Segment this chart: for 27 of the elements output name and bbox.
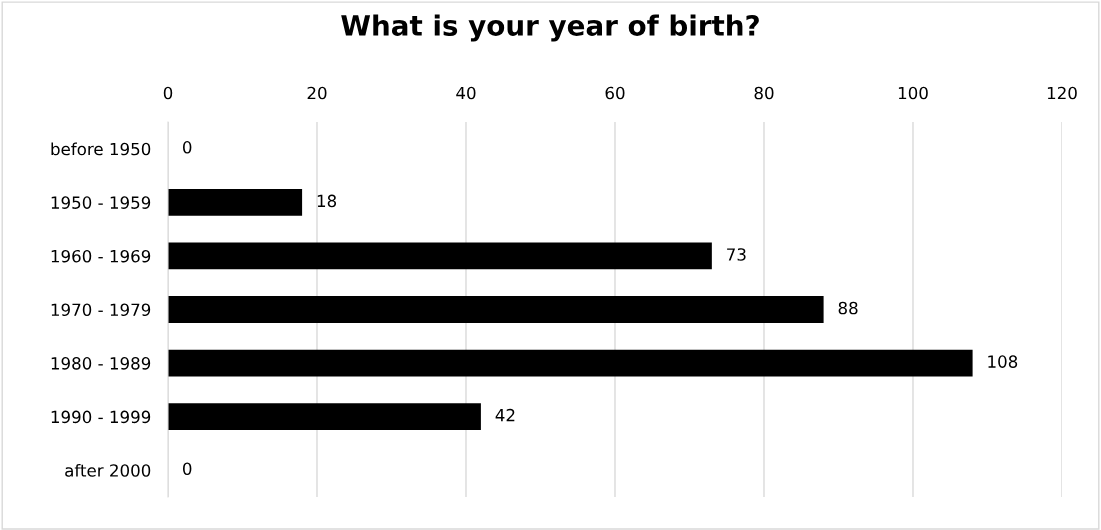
data-label: 88 [838,301,858,315]
chart-title: What is your year of birth? [341,14,759,42]
bar [168,349,973,377]
data-label: 18 [317,194,337,208]
y-tick-label: 1970 - 1979 [51,303,151,317]
x-tick-label: 20 [307,86,327,100]
y-tick-label: 1950 - 1959 [51,196,151,209]
data-label: 0 [182,141,192,154]
y-tick-label: 1990 - 1999 [51,410,151,424]
data-label: 73 [727,248,746,261]
x-tick-label: 120 [1047,86,1077,100]
bar [168,403,481,431]
y-tick-label: before 1950 [51,142,151,156]
bar [168,188,303,216]
x-tick-label: 80 [754,86,774,100]
y-tick-label: 1960 - 1969 [51,249,151,263]
y-tick-label: 1980 - 1989 [51,357,151,370]
y-tick-label: after 2000 [65,463,151,477]
data-label: 108 [988,355,1018,368]
x-tick-label: 40 [456,86,476,100]
x-tick-label: 60 [605,86,625,100]
x-tick-label: 0 [163,86,173,100]
data-label: 42 [495,408,515,422]
x-tick-label: 100 [898,86,928,100]
bar [168,242,712,270]
data-label: 0 [182,462,192,476]
bar [168,296,824,323]
